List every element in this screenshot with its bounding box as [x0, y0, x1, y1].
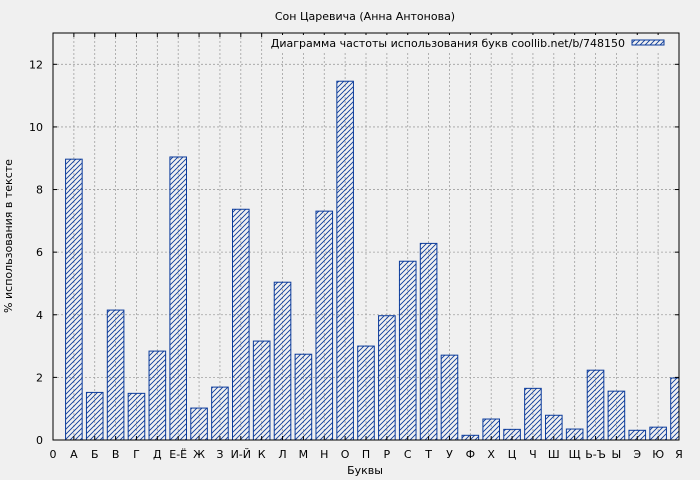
bar-У — [440, 354, 459, 441]
y-tick-label: 2 — [36, 371, 43, 384]
x-tick-label: Ц — [508, 448, 517, 461]
bar-Ч — [524, 387, 542, 441]
bar-Ж — [190, 407, 208, 441]
y-tick-label: 0 — [36, 434, 43, 447]
bar-О — [336, 80, 354, 441]
x-tick-label: Ю — [652, 448, 664, 461]
bar-К — [252, 340, 271, 441]
y-tick-label: 10 — [29, 121, 43, 134]
bar-Б — [85, 391, 104, 441]
x-tick-label: У — [446, 448, 453, 461]
legend-swatch — [631, 39, 665, 46]
x-tick-label: Х — [487, 448, 495, 461]
bar-Я — [670, 377, 680, 441]
bar-Г — [127, 392, 146, 441]
x-tick-label: А — [70, 448, 78, 461]
x-tick-label: З — [216, 448, 223, 461]
bar-Ы — [607, 390, 626, 441]
y-tick-label: 6 — [36, 246, 43, 259]
bar-М — [294, 353, 313, 441]
x-tick-label: Я — [675, 448, 683, 461]
legend-label: Диаграмма частоты использования букв coo… — [271, 37, 625, 50]
x-tick-label: 0 — [50, 448, 57, 461]
bar-Р — [378, 315, 396, 441]
bar-Ь-Ъ — [586, 369, 605, 441]
y-axis-ticks: 0 2 4 6 8 10 12 — [29, 58, 679, 447]
y-tick-label: 12 — [29, 58, 43, 71]
x-tick-label: Г — [133, 448, 140, 461]
x-axis-ticks: 0 А Б В Г Д Е-Ё Ж З И-Й К Л М Н О П Р С Т У Ф Х Ц Ч Ш Щ Ь-Ъ Ы Э Ю Я — [50, 33, 683, 461]
bar-В — [106, 309, 125, 441]
x-tick-label: Ч — [529, 448, 537, 461]
x-tick-label: Т — [424, 448, 432, 461]
x-tick-label: Ш — [548, 448, 560, 461]
legend-background — [278, 35, 674, 53]
bar-Е-Ё — [169, 156, 187, 441]
bar-А — [65, 158, 83, 441]
x-axis-label: Буквы — [347, 464, 383, 477]
x-tick-label: О — [341, 448, 350, 461]
bar-С — [398, 260, 417, 441]
x-tick-label: Ь-Ъ — [585, 448, 606, 461]
bar-Д — [148, 350, 167, 441]
bar-З — [211, 386, 229, 441]
x-tick-label: Н — [320, 448, 328, 461]
x-tick-label: Ж — [193, 448, 205, 461]
chart-title: Сон Царевича (Анна Антонова) — [275, 10, 455, 23]
x-tick-label: К — [258, 448, 266, 461]
x-tick-label: Л — [278, 448, 286, 461]
bar-П — [357, 345, 375, 441]
x-tick-label: Б — [91, 448, 99, 461]
x-tick-label: Ф — [466, 448, 475, 461]
x-tick-label: И-Й — [231, 448, 251, 461]
x-tick-label: П — [362, 448, 370, 461]
bar-Л — [273, 281, 292, 441]
y-tick-label: 4 — [36, 309, 43, 322]
legend: Диаграмма частоты использования букв coo… — [271, 35, 674, 53]
plot-area: 0 А Б В Г Д Е-Ё Ж З И-Й К Л М Н О П Р С Т У Ф Х Ц Ч Ш Щ Ь-Ъ Ы Э Ю Я 02… — [29, 32, 683, 461]
x-tick-label: С — [404, 448, 412, 461]
x-tick-label: Щ — [569, 448, 581, 461]
x-tick-label: Д — [153, 448, 162, 461]
x-tick-label: М — [299, 448, 309, 461]
x-tick-label: Е-Ё — [169, 448, 187, 461]
y-axis-label: % использования в тексте — [2, 159, 15, 313]
bar-Т — [419, 242, 438, 441]
x-tick-label: Э — [633, 448, 641, 461]
x-tick-label: Р — [384, 448, 391, 461]
y-tick-label: 8 — [36, 184, 43, 197]
bars — [65, 80, 680, 441]
x-tick-label: Ы — [612, 448, 622, 461]
bar-И-Й — [232, 208, 250, 441]
x-tick-label: В — [112, 448, 120, 461]
bar-Н — [315, 210, 334, 441]
